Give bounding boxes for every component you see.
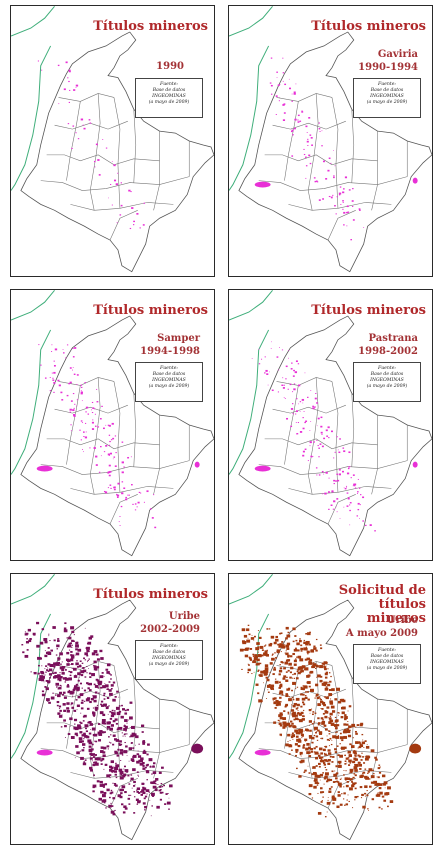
panel-subtitle: Samper 1994-1998 <box>140 333 200 357</box>
map-panel-1990: Títulos mineros 1990 Fuente: Base de dato… <box>10 5 215 277</box>
colombia-map <box>229 6 432 276</box>
source-box: Fuente: Base de datos INGEOMINAS (a mayo de… <box>353 362 421 402</box>
source-box: Fuente: Base de datos INGEOMINAS (a mayo de… <box>135 78 203 118</box>
panel-subtitle: 1990 <box>156 61 184 72</box>
colombia-map <box>11 574 214 844</box>
department-border <box>113 97 121 209</box>
department-border <box>331 381 339 493</box>
panel-subtitle: Pastrana 1998-2002 <box>358 333 418 357</box>
department-border <box>331 97 339 209</box>
panel-subtitle: Uribe A mayo 2009 <box>345 615 418 639</box>
department-border <box>351 109 355 183</box>
department-border <box>351 677 355 751</box>
mining-titles-layer <box>36 344 200 529</box>
colombia-map <box>11 290 214 560</box>
department-border <box>109 494 138 525</box>
panel-subtitle: Gaviria 1990-1994 <box>358 49 418 73</box>
department-border <box>66 101 81 181</box>
map-panel-pastrana: Títulos mineros Pastrana 1998-2002 Fuente… <box>228 289 433 561</box>
country-outline <box>238 31 432 273</box>
map-panel-samper: Títulos mineros Samper 1994-1998 Fuente: B… <box>10 289 215 561</box>
department-border <box>153 131 160 211</box>
coastline <box>11 6 55 191</box>
department-border <box>351 393 355 467</box>
department-border <box>46 438 160 450</box>
department-border <box>133 677 137 751</box>
mining-titles-layer <box>21 621 204 817</box>
department-border <box>327 494 356 525</box>
coastline <box>11 290 55 475</box>
coastline <box>229 290 273 475</box>
department-border <box>371 415 378 495</box>
department-border <box>109 210 138 241</box>
department-border <box>133 109 137 183</box>
department-border <box>46 154 160 166</box>
department-border <box>327 778 356 809</box>
department-border <box>89 377 101 495</box>
department-border <box>284 385 299 465</box>
department-border <box>264 154 378 166</box>
department-border <box>307 377 319 495</box>
colombia-map <box>11 6 214 276</box>
coastline <box>11 574 55 759</box>
department-border <box>153 415 160 495</box>
panel-title: Títulos mineros <box>93 587 208 602</box>
department-border <box>113 381 121 493</box>
country-outline <box>238 315 432 557</box>
department-border <box>371 699 378 779</box>
map-panel-gaviria: Títulos mineros Gaviria 1990-1994 Fuente:… <box>228 5 433 277</box>
department-border <box>272 688 346 698</box>
mining-titles-layer <box>251 341 418 532</box>
department-border <box>89 93 101 211</box>
country-outline <box>20 31 214 273</box>
panel-title: Títulos mineros <box>93 19 208 34</box>
colombia-map <box>229 574 432 844</box>
mining-titles-layer <box>254 57 418 241</box>
mining-titles-layer <box>239 624 422 818</box>
department-border <box>264 438 378 450</box>
department-border <box>153 699 160 779</box>
department-border <box>58 661 115 670</box>
country-outline <box>20 315 214 557</box>
department-border <box>109 778 138 809</box>
department-border <box>276 377 333 386</box>
panel-title: Solicitud de títulos mineros <box>338 583 426 626</box>
panel-title: Títulos mineros <box>311 19 426 34</box>
colombia-map <box>229 290 432 560</box>
department-border <box>371 131 378 211</box>
department-border <box>272 404 346 414</box>
department-border <box>272 120 346 130</box>
panel-subtitle: Uribe 2002-2009 <box>140 611 200 635</box>
coastline <box>229 574 273 759</box>
map-panel-uribe-titles: Títulos mineros Uribe 2002-2009 Fuente: Ba… <box>10 573 215 845</box>
department-border <box>58 93 115 102</box>
department-border <box>54 404 128 414</box>
department-border <box>66 385 81 465</box>
coastline <box>229 6 273 191</box>
source-box: Fuente: Base de datos INGEOMINAS (a mayo de… <box>353 78 421 118</box>
department-border <box>288 770 392 779</box>
department-border <box>331 665 339 777</box>
department-border <box>70 770 174 779</box>
source-box: Fuente: Base de datos INGEOMINAS (a mayo de… <box>135 640 203 680</box>
panel-title: Títulos mineros <box>311 303 426 318</box>
department-border <box>284 101 299 181</box>
department-border <box>327 210 356 241</box>
source-box: Fuente: Base de datos INGEOMINAS (a mayo de… <box>353 644 421 684</box>
panel-title: Títulos mineros <box>93 303 208 318</box>
department-border <box>307 93 319 211</box>
department-border <box>307 661 319 779</box>
map-panel-uribe-requests: Solicitud de títulos mineros Uribe A mayo… <box>228 573 433 845</box>
department-border <box>133 393 137 467</box>
mining-titles-layer <box>37 60 145 230</box>
department-border <box>284 669 299 749</box>
department-border <box>276 93 333 102</box>
source-box: Fuente: Base de datos INGEOMINAS (a mayo de… <box>135 362 203 402</box>
